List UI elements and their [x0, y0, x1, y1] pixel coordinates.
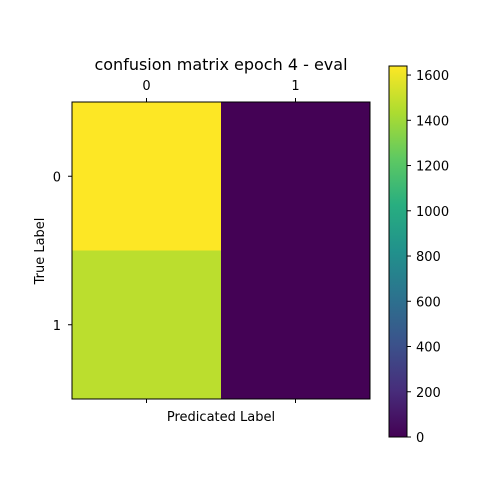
- x-axis-label: Predicated Label: [167, 410, 275, 425]
- colorbar-tick-label-0: 0: [416, 431, 424, 446]
- colorbar-tick-label-4: 800: [416, 250, 441, 265]
- colorbar-tick-label-8: 1600: [416, 69, 449, 84]
- y-axis-label: True Label: [33, 218, 48, 286]
- chart-title: confusion matrix epoch 4 - eval: [94, 55, 347, 74]
- y-tick-label-1: 1: [53, 319, 61, 334]
- colorbar-frame: [388, 65, 408, 438]
- heatmap-cells: [72, 102, 370, 399]
- heatmap-cell-0-0: [72, 102, 221, 251]
- colorbar-ticks: 0 200 400 600 800 1000 1200 1400 1600: [407, 69, 449, 446]
- colorbar-tick-label-6: 1200: [416, 160, 449, 175]
- colorbar-tick-label-5: 1000: [416, 205, 449, 220]
- x-tick-label-1: 1: [291, 79, 299, 94]
- colorbar-tick-label-1: 200: [416, 386, 441, 401]
- colorbar-tick-label-3: 600: [416, 295, 441, 310]
- heatmap-cell-0-1: [221, 102, 370, 251]
- colorbar-tick-label-2: 400: [416, 341, 441, 356]
- y-tick-label-0: 0: [53, 170, 61, 185]
- heatmap-cell-1-0: [72, 250, 221, 399]
- colorbar: [389, 66, 407, 437]
- colorbar-tick-label-7: 1400: [416, 114, 449, 129]
- heatmap-cell-1-1: [221, 250, 370, 399]
- y-ticks: 01: [53, 170, 72, 334]
- plot-frame: [71, 101, 371, 400]
- x-tick-label-0: 0: [142, 79, 150, 94]
